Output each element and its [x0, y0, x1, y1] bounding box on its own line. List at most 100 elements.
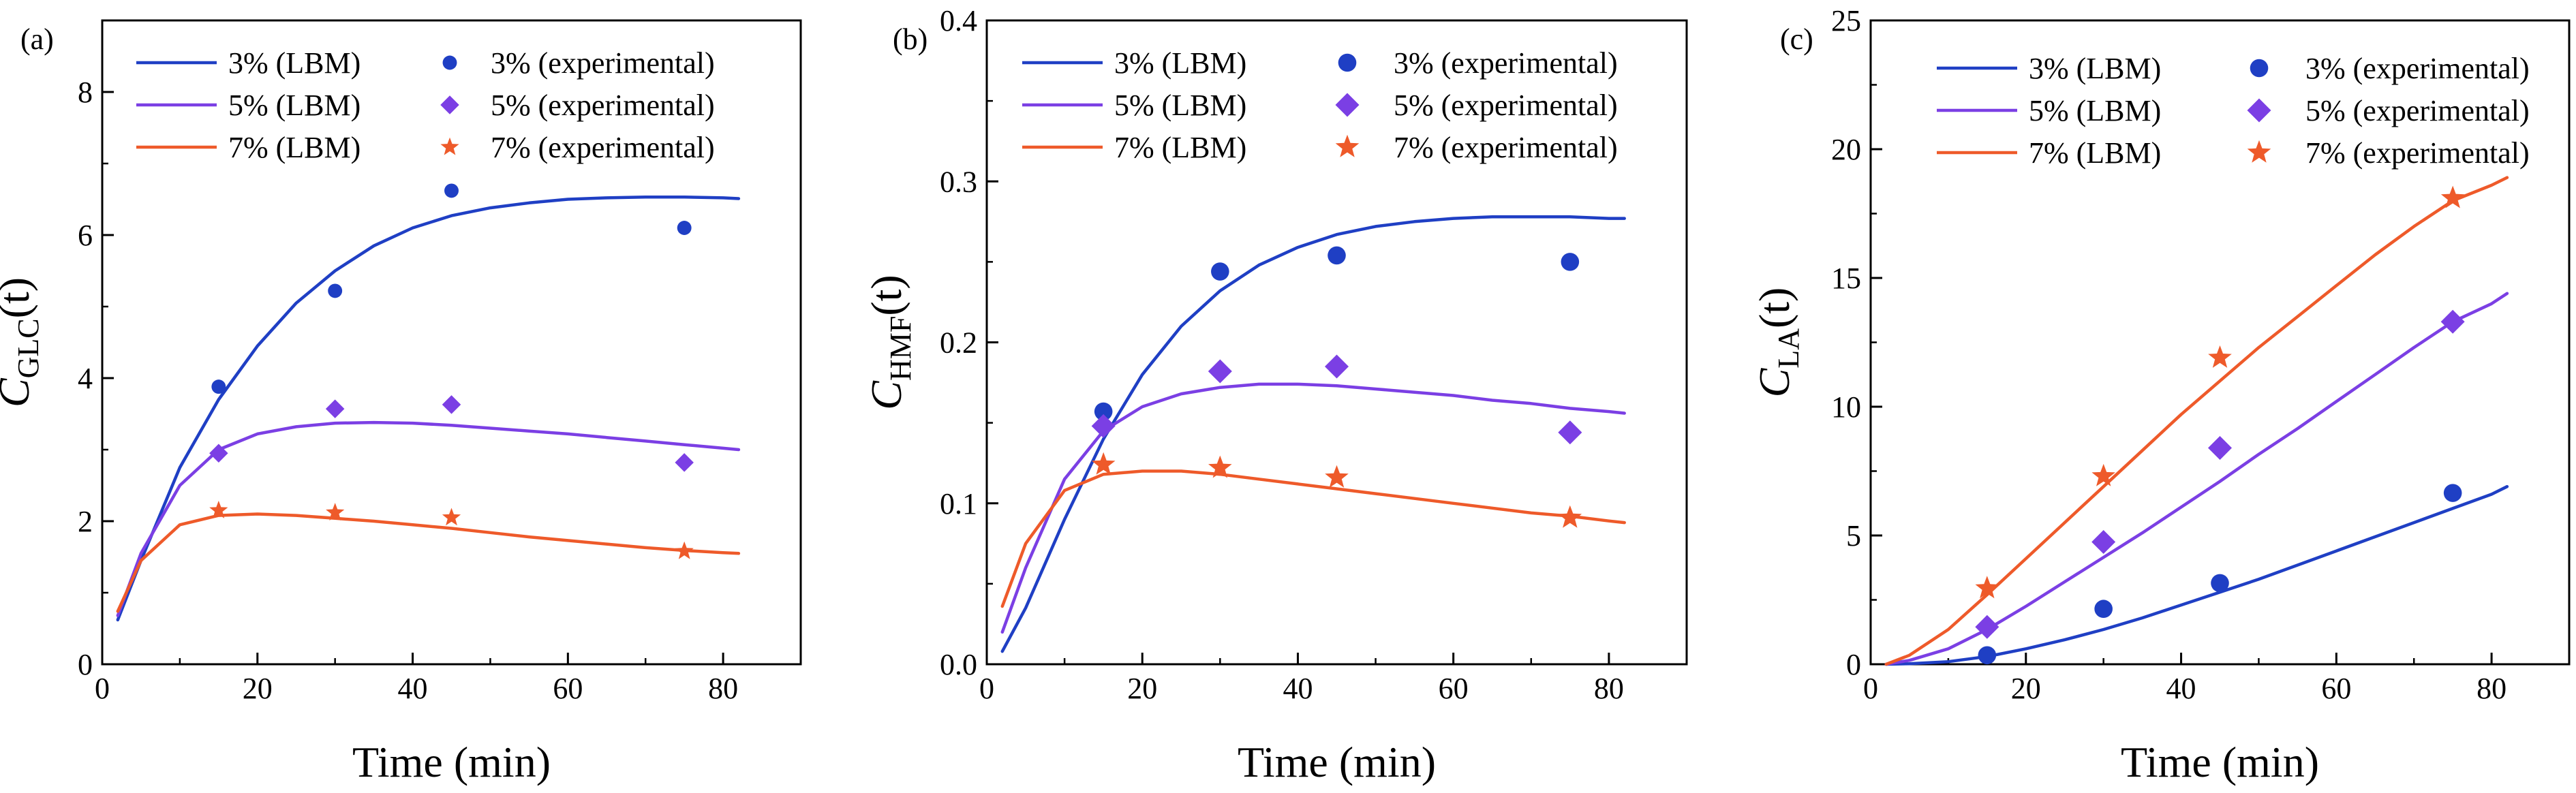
- y-tick-label: 0.2: [940, 326, 977, 360]
- chart-panel-a: 0 20 40 60 80 0 2 4 6 8 Time (min) CGLC(t) (a) 3% (LB…: [0, 19, 802, 786]
- legend-label: 3% (experimental): [491, 46, 715, 80]
- legend-label: 3% (experimental): [1394, 46, 1618, 80]
- series-line-lbm-5: [116, 420, 741, 617]
- x-tick-label: 20: [243, 672, 273, 705]
- legend-marker-exp-7: [2247, 140, 2271, 163]
- chart-panel-b: 0 20 40 60 80 0.0 0.1 0.2 0.3 0.4 Time (min) CHMF(t…: [862, 4, 1688, 786]
- data-point-exp-7: [1558, 505, 1582, 528]
- series-line-lbm-5: [1884, 292, 2509, 666]
- chart-panel-c: 0 20 40 60 80 0 5 10 15 20 25 Time (min) CLA(t) (c) 3%…: [1750, 4, 2571, 786]
- y-title-subscript: GLC: [12, 318, 45, 378]
- legend-marker-exp-5: [2247, 98, 2271, 123]
- legend-label: 7% (experimental): [2305, 136, 2530, 170]
- x-tick-label: 60: [553, 672, 583, 705]
- series-line-lbm-3: [116, 196, 741, 622]
- data-point-exp-3: [2211, 574, 2229, 593]
- data-point-exp-7: [2091, 463, 2115, 486]
- y-axis-title: CLA(t): [1750, 287, 1805, 398]
- x-axis-title: Time (min): [1238, 738, 1436, 786]
- legend-label: 7% (experimental): [1394, 131, 1618, 164]
- y-tick-label: 0: [78, 648, 93, 681]
- y-tick-label: 0: [1846, 648, 1861, 681]
- data-point-exp-3: [1094, 402, 1113, 421]
- data-point-exp-7: [1091, 452, 1116, 475]
- legend-marker-exp-3: [1338, 53, 1357, 72]
- legend-label: 7% (LBM): [228, 131, 361, 164]
- y-title-symbol: C: [0, 377, 38, 407]
- legend-label: 3% (experimental): [2305, 52, 2530, 85]
- data-point-exp-3: [444, 183, 459, 198]
- legend-label: 5% (experimental): [1394, 89, 1618, 122]
- legend-label: 3% (LBM): [228, 46, 361, 80]
- y-tick-label: 10: [1831, 390, 1861, 424]
- legend-label: 7% (LBM): [1114, 131, 1246, 164]
- x-tick-label: 40: [398, 672, 428, 705]
- series-line-lbm-7: [1000, 469, 1626, 608]
- y-title-tail: (t): [862, 275, 910, 315]
- data-point-exp-7: [209, 501, 228, 518]
- panel-label: (b): [893, 22, 927, 56]
- legend-marker-exp-7: [1335, 134, 1360, 157]
- data-point-exp-3: [2094, 600, 2113, 619]
- legend-marker-exp-7: [440, 137, 459, 155]
- x-tick-label: 0: [1863, 672, 1878, 705]
- y-tick-label: 6: [78, 219, 93, 252]
- y-tick-label: 15: [1831, 262, 1861, 295]
- legend-marker-exp-5: [1335, 93, 1360, 117]
- legend-marker-exp-5: [440, 95, 459, 114]
- panel-label: (c): [1780, 22, 1813, 56]
- y-axis-title: CGLC(t): [0, 277, 45, 407]
- x-tick-label: 0: [979, 672, 994, 705]
- data-point-exp-5: [1558, 420, 1582, 445]
- legend-marker-exp-3: [442, 55, 457, 70]
- data-point-exp-5: [1325, 354, 1349, 379]
- legend-marker-exp-3: [2250, 59, 2269, 78]
- data-point-exp-5: [1091, 414, 1116, 438]
- x-tick-label: 40: [2166, 672, 2196, 705]
- legend-label: 3% (LBM): [1114, 46, 1246, 80]
- x-tick-label: 0: [95, 672, 110, 705]
- data-point-exp-3: [2443, 484, 2462, 502]
- series-line-lbm-7: [1884, 176, 2509, 666]
- plot-frame: [101, 19, 802, 666]
- data-point-exp-5: [1208, 359, 1232, 384]
- x-tick-label: 20: [1127, 672, 1157, 705]
- y-tick-label: 20: [1831, 133, 1861, 166]
- data-point-exp-7: [675, 541, 694, 559]
- data-point-exp-5: [675, 453, 694, 472]
- x-tick-label: 40: [1283, 672, 1313, 705]
- legend-label: 5% (experimental): [491, 89, 715, 122]
- y-tick-label: 5: [1846, 519, 1861, 553]
- x-tick-label: 80: [708, 672, 738, 705]
- x-tick-label: 60: [2321, 672, 2351, 705]
- legend-label: 7% (LBM): [2029, 136, 2161, 170]
- y-title-symbol: C: [1750, 367, 1798, 397]
- x-axis-title: Time (min): [352, 738, 551, 786]
- data-point-exp-7: [2440, 185, 2465, 208]
- x-tick-label: 60: [1439, 672, 1469, 705]
- data-point-exp-5: [2208, 435, 2232, 460]
- data-point-exp-5: [209, 444, 228, 463]
- data-point-exp-3: [211, 379, 226, 394]
- y-tick-label: 0.0: [940, 648, 977, 681]
- y-title-tail: (t): [0, 277, 38, 318]
- y-title-tail: (t): [1750, 287, 1798, 328]
- legend-label: 5% (LBM): [2029, 94, 2161, 127]
- y-tick-label: 2: [78, 505, 93, 538]
- data-point-exp-7: [2208, 345, 2232, 368]
- y-tick-label: 8: [78, 76, 93, 109]
- legend-label: 7% (experimental): [491, 131, 715, 164]
- series-line-lbm-7: [116, 512, 741, 613]
- series-line-lbm-5: [1000, 382, 1626, 634]
- legend-label: 3% (LBM): [2029, 52, 2161, 85]
- y-axis-title: CHMF(t): [862, 275, 917, 409]
- data-point-exp-7: [1325, 465, 1349, 488]
- y-title-subscript: LA: [1772, 328, 1805, 369]
- data-point-exp-3: [1211, 262, 1229, 281]
- data-point-exp-5: [1975, 615, 1999, 639]
- y-tick-label: 0.4: [940, 4, 977, 37]
- data-point-exp-7: [1208, 455, 1232, 478]
- data-point-exp-7: [326, 503, 345, 520]
- data-point-exp-5: [2091, 529, 2116, 554]
